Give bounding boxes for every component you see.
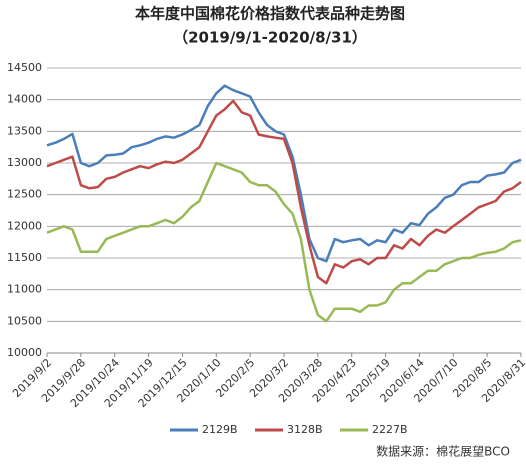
y-tick-label: 10500	[7, 314, 42, 327]
chart-title: 本年度中国棉花价格指数代表品种走势图	[135, 5, 405, 23]
series-line	[46, 84, 522, 263]
y-tick-label: 13500	[7, 124, 42, 137]
y-tick-label: 10000	[7, 346, 42, 359]
series-line	[46, 99, 522, 285]
source-note: 数据来源：棉花展望BCO	[376, 444, 510, 459]
series-line	[46, 161, 522, 323]
legend-label: 3128B	[287, 423, 323, 436]
legend-label: 2227B	[372, 423, 408, 436]
chart-subtitle: （2019/9/1-2020/8/31）	[173, 29, 367, 47]
y-tick-label: 14500	[7, 61, 42, 74]
y-tick-label: 13000	[7, 156, 42, 169]
y-tick-label: 11500	[7, 251, 42, 264]
y-tick-label: 12000	[7, 219, 42, 232]
y-tick-label: 11000	[7, 283, 42, 296]
y-tick-label: 12500	[7, 188, 42, 201]
y-tick-label: 14000	[7, 93, 42, 106]
legend-label: 2129B	[202, 423, 238, 436]
